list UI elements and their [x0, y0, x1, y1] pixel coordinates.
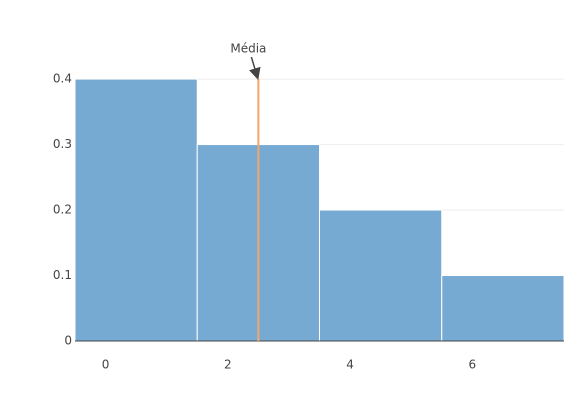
- x-tick-label: 6: [468, 358, 476, 372]
- y-tick-label: 0.2: [53, 203, 72, 217]
- y-tick-label: 0.3: [53, 137, 72, 151]
- x-tick-label: 2: [224, 358, 232, 372]
- bar: [319, 209, 443, 342]
- bar: [74, 78, 198, 342]
- y-tick-label: 0.1: [53, 268, 72, 282]
- bar: [441, 275, 565, 342]
- annotation: Média: [230, 42, 266, 56]
- x-tick-label: 0: [102, 358, 110, 372]
- y-tick-label: 0: [64, 334, 72, 348]
- x-tick-label: 4: [346, 358, 354, 372]
- annotation-arrow: [249, 56, 261, 80]
- y-tick-label: 0.4: [53, 72, 72, 86]
